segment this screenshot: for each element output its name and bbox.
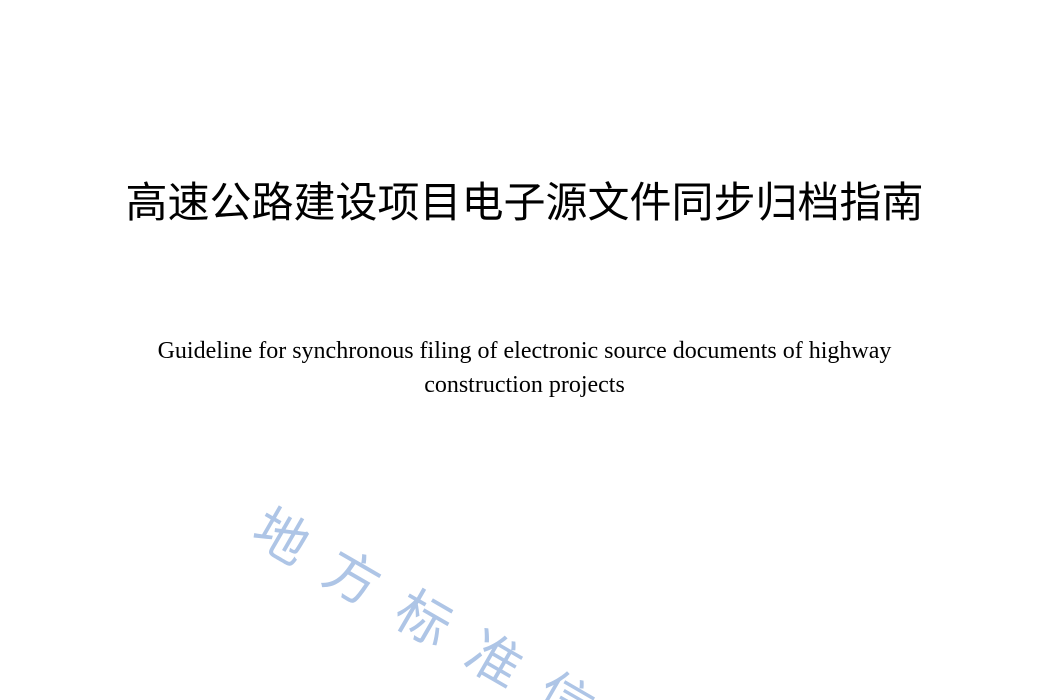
sub-title: Guideline for synchronous filing of elec…: [0, 335, 1049, 402]
watermark-text: 地方标准信息服: [241, 485, 778, 700]
title-block: 高速公路建设项目电子源文件同步归档指南: [0, 167, 1049, 238]
document-page: 高速公路建设项目电子源文件同步归档指南 Guideline for synchr…: [0, 0, 1049, 700]
main-title: 高速公路建设项目电子源文件同步归档指南: [0, 167, 1049, 238]
subtitle-block: Guideline for synchronous filing of elec…: [0, 335, 1049, 402]
